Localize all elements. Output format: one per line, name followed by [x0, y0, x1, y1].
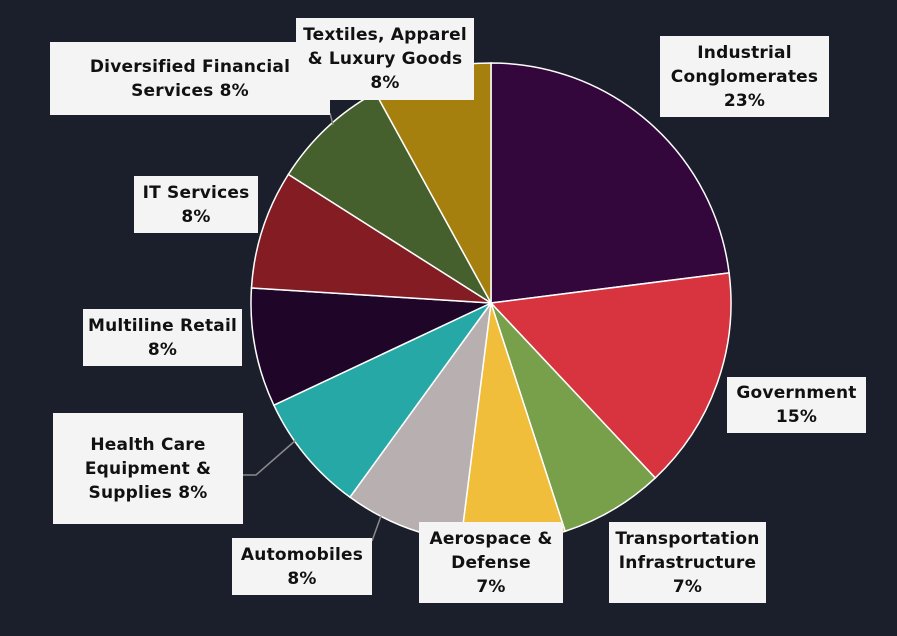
data-label-line: Equipment & — [84, 458, 212, 479]
data-label-government: Government 15% — [727, 377, 866, 433]
leader-line — [329, 112, 334, 126]
data-label-line: Conglomerates — [670, 66, 819, 87]
data-label-line: Transportation — [615, 528, 760, 549]
data-label-line: 8% — [181, 206, 211, 227]
data-label-transportation-infrastructure: Transportation Infrastructure 7% — [609, 522, 766, 603]
data-label-line: Industrial — [697, 42, 792, 63]
data-label-diversified-financial-services: Diversified Financial Services 8% — [50, 42, 330, 115]
data-label-line: Aerospace & — [429, 528, 553, 549]
data-label-line: 8% — [287, 568, 317, 589]
pie-slice-health-care-equipment-supplies — [272, 302, 492, 499]
data-label-line: Health Care — [90, 434, 206, 455]
leader-line — [243, 439, 297, 476]
data-label-line: 7% — [476, 576, 506, 597]
data-label-line: Multiline Retail — [87, 315, 238, 336]
data-label-line: 8% — [370, 73, 400, 93]
data-label-line: Supplies 8% — [88, 482, 208, 503]
pie-slice-it-services — [250, 173, 492, 304]
leader-line — [371, 515, 382, 542]
data-label-line: Diversified Financial — [89, 56, 291, 77]
data-label-line: Textiles, Apparel — [303, 25, 467, 45]
pie-slice-multiline-retail — [250, 287, 492, 407]
data-label-it-services: IT Services 8% — [134, 176, 258, 233]
data-label-health-care-equipment-supplies: Health Care Equipment & Supplies 8% — [53, 413, 243, 524]
pie-slice-transportation-infrastructure — [490, 302, 657, 533]
data-label-line: Infrastructure — [618, 552, 757, 573]
pie-slice-industrial-conglomerates — [490, 62, 730, 304]
pie-slice-government — [489, 272, 732, 480]
data-label-line: IT Services — [142, 182, 250, 203]
data-label-line: Defense — [451, 552, 531, 573]
data-label-line: 15% — [775, 407, 818, 427]
data-label-automobiles: Automobiles 8% — [232, 538, 372, 595]
data-label-aerospace-defense: Aerospace & Defense 7% — [419, 522, 563, 603]
data-label-line: & Luxury Goods — [307, 49, 463, 69]
data-label-textiles-apparel-luxury-goods: Textiles, Apparel & Luxury Goods 8% — [296, 18, 474, 100]
data-label-line: 23% — [723, 90, 766, 111]
data-label-line: Automobiles — [240, 544, 364, 565]
data-label-line: 8% — [147, 339, 178, 360]
data-label-line: 7% — [672, 576, 703, 597]
data-label-line: Government — [736, 383, 857, 403]
data-label-line: Services 8% — [131, 80, 249, 101]
data-label-multiline-retail: Multiline Retail 8% — [83, 309, 242, 366]
data-label-industrial-conglomerates: Industrial Conglomerates 23% — [660, 36, 829, 117]
